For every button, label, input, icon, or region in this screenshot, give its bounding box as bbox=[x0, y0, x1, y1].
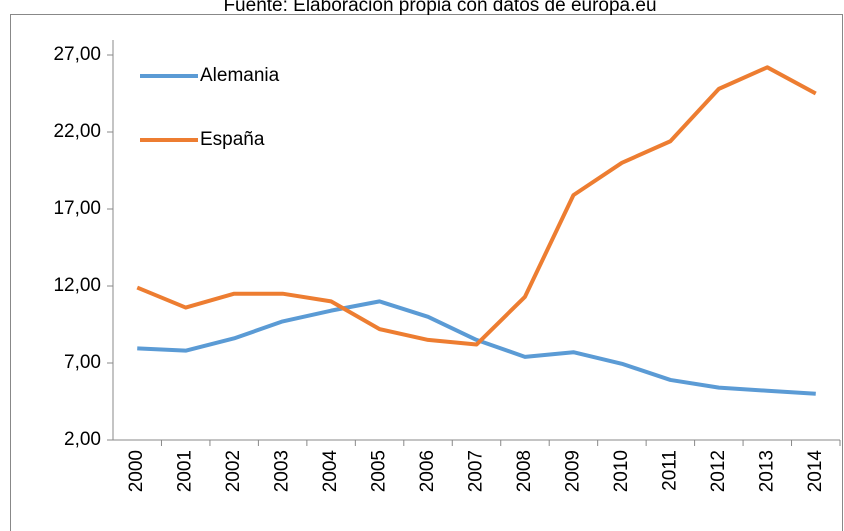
legend-label: España bbox=[200, 129, 265, 150]
x-tick-label: 2008 bbox=[514, 450, 535, 492]
x-tick-label: 2002 bbox=[223, 450, 244, 492]
x-tick-label: 2004 bbox=[320, 450, 341, 493]
x-tick-label: 2012 bbox=[708, 450, 729, 492]
y-tick-label: 2,00 bbox=[64, 429, 101, 450]
x-tick-label: 2013 bbox=[756, 450, 777, 492]
x-tick-label: 2000 bbox=[126, 450, 147, 492]
chart-title: Fuente: Elaboración propia con datos de … bbox=[223, 0, 656, 16]
x-tick-label: 2006 bbox=[417, 450, 438, 492]
x-tick-label: 2007 bbox=[466, 450, 487, 492]
x-tick-label: 2001 bbox=[175, 450, 196, 492]
series-line bbox=[137, 299, 816, 396]
y-tick-label: 17,00 bbox=[53, 198, 101, 219]
chart-frame bbox=[10, 14, 843, 531]
x-tick-label: 2011 bbox=[659, 450, 680, 491]
title-background bbox=[170, 0, 730, 14]
y-tick-label: 22,00 bbox=[53, 121, 101, 142]
legend-label: Alemania bbox=[200, 65, 280, 86]
x-tick-label: 2003 bbox=[272, 450, 293, 492]
x-tick-label: 2009 bbox=[562, 450, 583, 492]
y-tick-label: 27,00 bbox=[53, 44, 101, 65]
y-tick-label: 7,00 bbox=[64, 352, 101, 373]
y-tick-label: 12,00 bbox=[53, 275, 101, 296]
x-tick-label: 2014 bbox=[805, 450, 826, 493]
x-tick-label: 2010 bbox=[611, 450, 632, 492]
series-line bbox=[136, 65, 817, 347]
x-tick-label: 2005 bbox=[369, 450, 390, 492]
